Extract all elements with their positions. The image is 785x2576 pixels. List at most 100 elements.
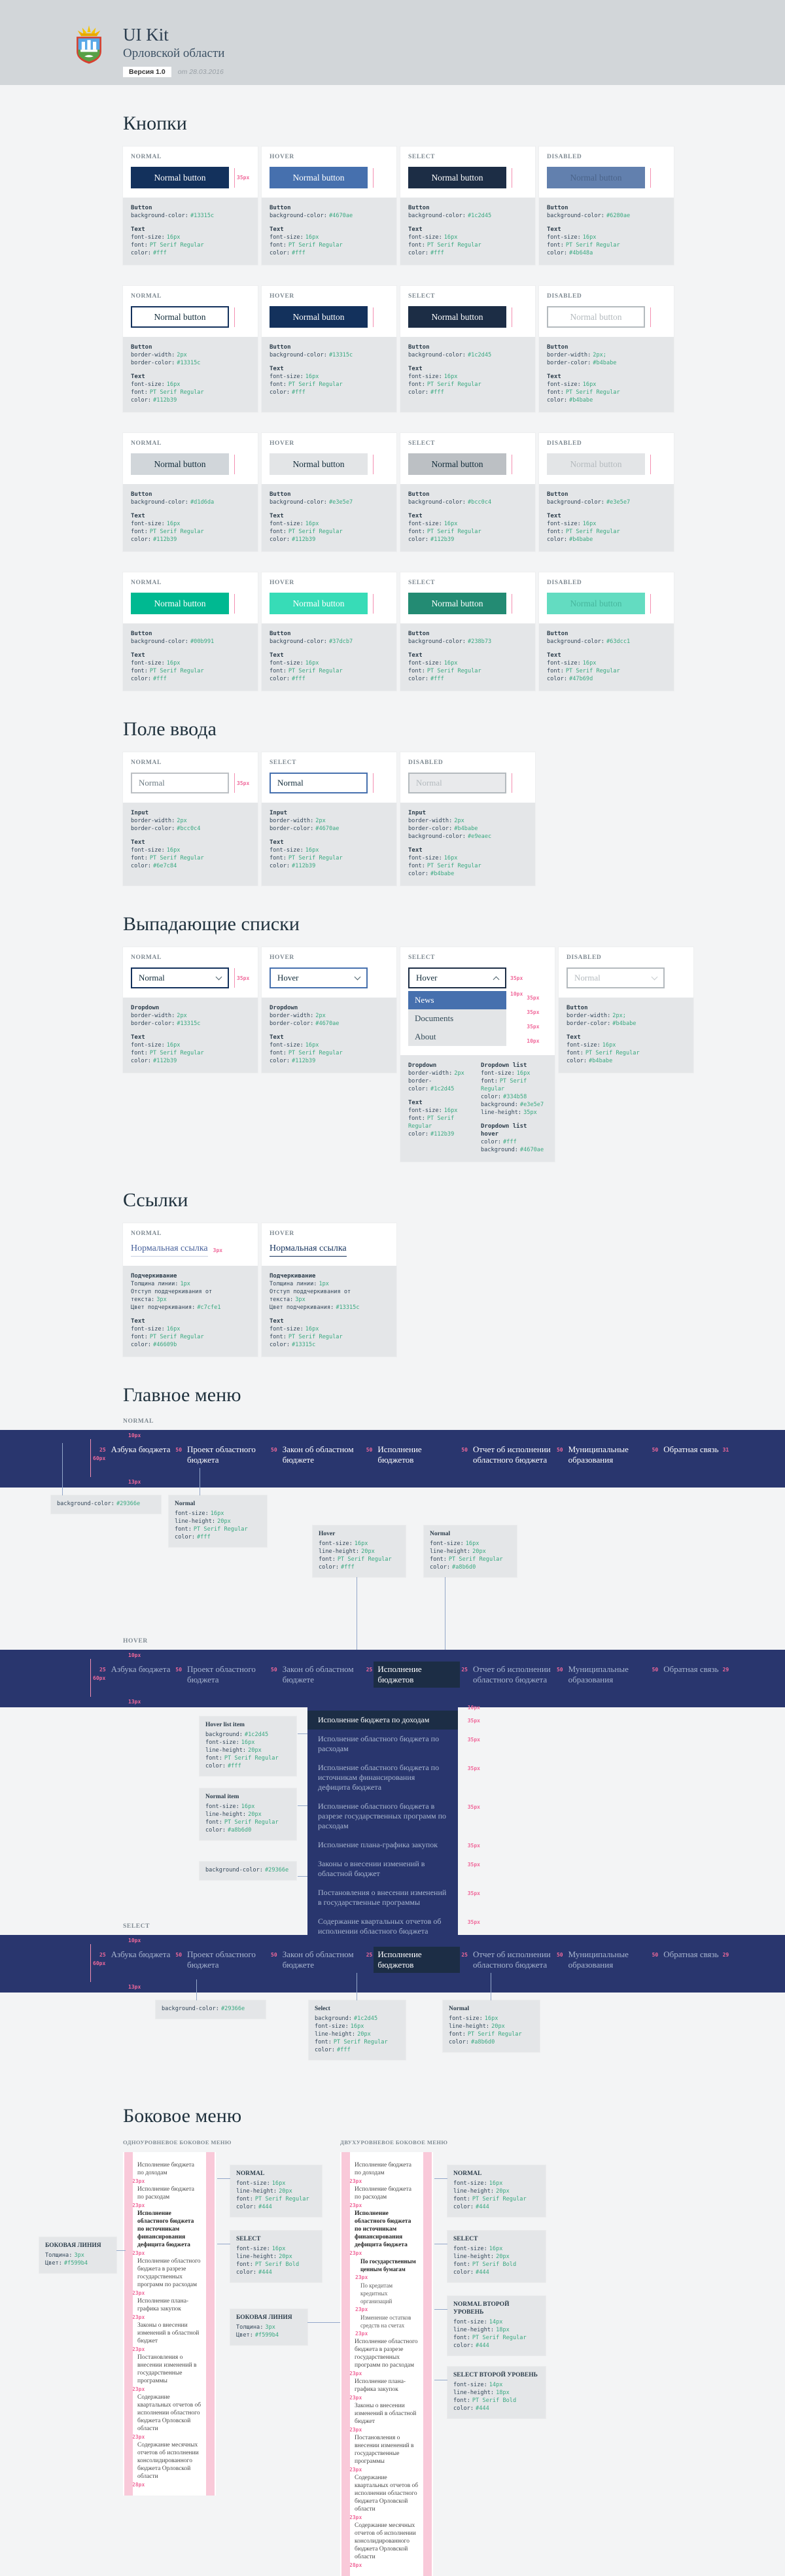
dropdown-panel-item[interactable]: Исполнение бюджета по доходам 35px <box>307 1711 480 1730</box>
measure: 35px <box>527 1024 540 1030</box>
side-menu-item[interactable]: Исполнение плана-графика закупок <box>355 2378 406 2393</box>
height-measure: 35px <box>234 968 249 988</box>
side-menu-subitem[interactable]: По государственным ценным бумагам <box>360 2258 416 2272</box>
side-menu-item[interactable]: Исполнение областного бюджета в разрезе … <box>355 2339 418 2369</box>
main-menu-item[interactable]: Исполнение бюджетов <box>374 1947 461 1973</box>
dropdown-panel-item[interactable]: Законы о внесении изменений в областной … <box>318 1859 480 1878</box>
sample-button[interactable]: Normal button <box>408 593 506 614</box>
dropdown-control[interactable]: Hover <box>270 967 368 988</box>
chevron-up-icon <box>493 976 500 983</box>
main-menu-item[interactable]: Отчет об исполнении областного бюджета <box>472 1664 551 1684</box>
sample-input[interactable] <box>270 773 368 793</box>
sample-button[interactable]: Normal button <box>408 453 506 475</box>
dropdown-option[interactable]: News <box>408 991 506 1009</box>
state-label: DISABLED <box>547 154 582 160</box>
main-menu-item[interactable]: Закон об областном бюджете <box>282 1664 354 1684</box>
side-menu-item[interactable]: Исполнение областного бюджета по источни… <box>355 2210 411 2248</box>
side-menu-item[interactable]: Законы о внесении изменений в областной … <box>355 2403 417 2425</box>
side-menu-subitem[interactable]: Изменение остатков средств на счетах <box>360 2314 411 2329</box>
dropdown-panel-item[interactable]: Исполнение областного бюджета в разрезе … <box>318 1801 480 1830</box>
side-menu-item[interactable]: Исполнение бюджета по доходам <box>355 2162 412 2176</box>
side-menu-item[interactable]: Исполнение областного бюджета в разрезе … <box>137 2258 201 2288</box>
main-menu-item[interactable]: Муниципальные образования <box>568 1444 629 1465</box>
dropdown-panel-item[interactable]: Исполнение областного бюджета по источни… <box>318 1763 480 1792</box>
button-state-card: HOVER Normal button Button background-col… <box>262 286 396 412</box>
side-menu-item[interactable]: Исполнение бюджета по расходам <box>137 2186 195 2201</box>
sample-button[interactable]: Normal button <box>270 593 368 614</box>
main-menu-item[interactable]: Исполнение бюджетов <box>377 1444 422 1465</box>
dropdown-panel-item[interactable]: Постановления о внесении изменений в гос… <box>318 1888 480 1907</box>
sample-button[interactable]: Normal button <box>408 167 506 188</box>
sample-button[interactable]: Normal button <box>270 306 368 328</box>
dropdown-control[interactable]: Normal <box>567 967 665 988</box>
sample-button[interactable]: Normal button <box>547 593 645 614</box>
side-menu-item[interactable]: Постановления о внесении изменений в гос… <box>137 2354 197 2384</box>
main-menu-item[interactable]: Обратная связь <box>663 1664 719 1674</box>
sample-button[interactable]: Normal button <box>270 453 368 475</box>
main-menu-item[interactable]: Проект областного бюджета <box>187 1664 256 1684</box>
main-menu-item[interactable]: Обратная связь <box>663 1949 719 1959</box>
main-menu-item[interactable]: Проект областного бюджета <box>187 1444 256 1465</box>
sample-button[interactable]: Normal button <box>408 306 506 328</box>
dropdown-control[interactable]: Hover <box>408 967 506 988</box>
main-menu-item[interactable]: Муниципальные образования <box>568 1949 629 1970</box>
side-menu-item[interactable]: Содержание месячных отчетов об исполнени… <box>355 2522 416 2560</box>
sample-button[interactable]: Normal button <box>131 306 229 328</box>
spec-block: Button border-width: 2px; border-color: #b4b… <box>539 337 674 412</box>
sample-button[interactable]: Normal button <box>131 167 229 188</box>
dropdown-panel-item[interactable]: Исполнение плана-графика закупок 35px <box>318 1840 480 1849</box>
sample-button[interactable]: Normal button <box>547 167 645 188</box>
main-menu-item[interactable]: Проект областного бюджета <box>187 1949 256 1970</box>
main-menu-item[interactable]: Исполнение бюджетов <box>374 1662 461 1688</box>
main-menu-item[interactable]: Азбука бюджета <box>111 1664 171 1674</box>
button-state-card: SELECT Normal button Button background-co… <box>400 433 535 551</box>
sample-link[interactable]: Нормальная ссылка <box>131 1244 208 1257</box>
side-menu-item[interactable]: Законы о внесении изменений в областной … <box>137 2322 200 2344</box>
spec-block: Button background-color: #e3e5e7 Text font-s… <box>539 484 674 551</box>
sample-input[interactable] <box>131 773 229 793</box>
dropdown-normal-card: NORMAL Normal 35px Dropdown border-width:… <box>123 947 258 1073</box>
gap-measure: 23px <box>349 2371 362 2376</box>
state-label: DISABLED <box>547 580 582 586</box>
height-measure <box>373 454 375 474</box>
dropdown-panel-item[interactable]: Исполнение областного бюджета по расхода… <box>318 1734 480 1753</box>
dropdown-option[interactable]: About <box>415 1032 436 1041</box>
side-menu-item[interactable]: Содержание квартальных отчетов об исполн… <box>355 2475 419 2513</box>
sample-button[interactable]: Normal button <box>131 593 229 614</box>
side-menu-item[interactable]: Исполнение плана-графика закупок <box>137 2298 189 2312</box>
main-menu-item[interactable]: Отчет об исполнении областного бюджета <box>472 1949 551 1970</box>
page-header: UI Kit Орловской области Версия 1.0 от 2… <box>0 0 785 85</box>
side-menu-item[interactable]: Постановления о внесении изменений в гос… <box>355 2435 414 2465</box>
side-menu-item[interactable]: Содержание квартальных отчетов об исполн… <box>137 2394 201 2432</box>
gap-measure: 50 <box>652 1952 659 1958</box>
side-menu-item[interactable]: Содержание месячных отчетов об исполнени… <box>137 2442 199 2480</box>
button-state-card: NORMAL Normal button Button border-width:… <box>123 286 258 412</box>
sample-button[interactable]: Normal button <box>547 306 645 328</box>
side-menu-item[interactable]: Исполнение бюджета по доходам <box>137 2162 195 2176</box>
sample-button[interactable]: Normal button <box>131 453 229 475</box>
button-state-card: SELECT Normal button Button background-co… <box>400 147 535 265</box>
end-measure: 29 <box>722 1667 729 1673</box>
main-menu-item[interactable]: Отчет об исполнении областного бюджета <box>472 1444 551 1465</box>
side-menu-item[interactable]: Исполнение областного бюджета по источни… <box>137 2210 194 2248</box>
main-menu-item[interactable]: Обратная связь <box>663 1444 719 1454</box>
spec-block: Button background-color: #e3e5e7 Text font-s… <box>262 484 396 551</box>
sample-button[interactable]: Normal button <box>270 167 368 188</box>
dropdown-option[interactable]: Documents <box>415 1013 454 1023</box>
dropdown-control[interactable]: Normal <box>131 967 229 988</box>
main-menu-item[interactable]: Азбука бюджета <box>111 1444 171 1454</box>
main-menu-item[interactable]: Закон об областном бюджете <box>282 1444 354 1465</box>
side-menu-subitem[interactable]: По кредитам кредитных организаций <box>360 2282 393 2305</box>
gap-measure: 25 <box>366 1952 373 1958</box>
side-menu-item[interactable]: Исполнение бюджета по расходам <box>355 2186 412 2201</box>
sample-input[interactable] <box>408 773 506 793</box>
state-label: HOVER <box>270 580 294 586</box>
gap-measure: 23px <box>355 2331 368 2337</box>
mainmenu-normal-label: NORMAL <box>123 1418 154 1425</box>
sample-button[interactable]: Normal button <box>547 453 645 475</box>
main-menu-item[interactable]: Закон об областном бюджете <box>282 1949 354 1970</box>
main-menu-item[interactable]: Муниципальные образования <box>568 1664 629 1684</box>
sample-link[interactable]: Нормальная ссылка <box>270 1244 347 1257</box>
main-menu-item[interactable]: Азбука бюджета <box>111 1949 171 1959</box>
bar-top-measure: 10px <box>128 1433 141 1438</box>
